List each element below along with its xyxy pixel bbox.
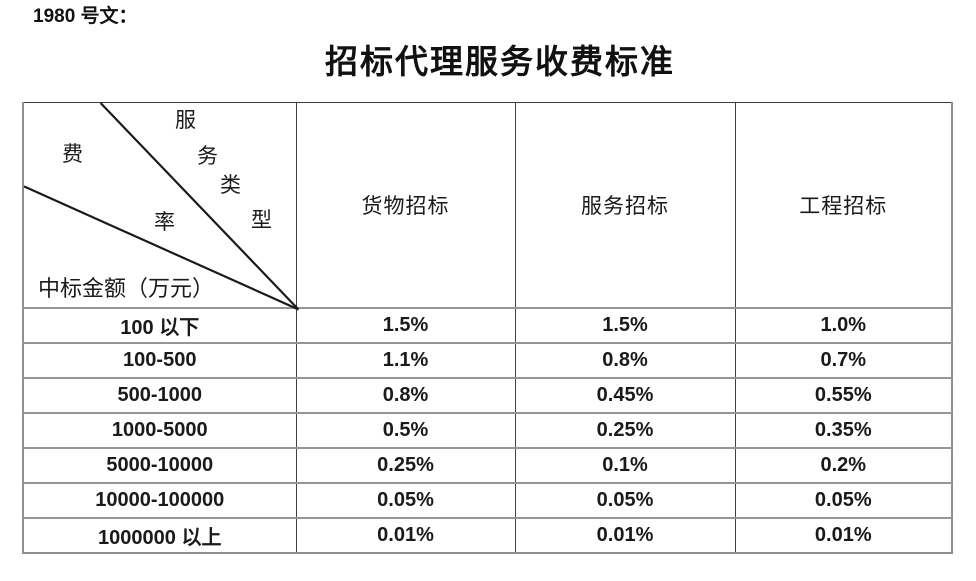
row-value: 0.8% xyxy=(514,341,736,379)
row-value: 0.8% xyxy=(295,376,516,414)
corner-fee-rate-char-1: 费 xyxy=(62,142,83,166)
row-value: 0.05% xyxy=(295,481,516,519)
row-value: 0.05% xyxy=(514,481,736,519)
table-row: 1000-5000 0.5% 0.25% 0.35% xyxy=(22,411,953,449)
row-value: 0.5% xyxy=(295,411,516,449)
row-range: 5000-10000 xyxy=(22,446,297,484)
row-value: 0.05% xyxy=(734,481,953,519)
row-value: 1.0% xyxy=(734,306,953,344)
corner-fee-rate-char-2: 率 xyxy=(154,210,175,234)
table-row: 1000000 以上 0.01% 0.01% 0.01% xyxy=(22,516,953,554)
row-value: 1.5% xyxy=(514,306,736,344)
row-value: 0.35% xyxy=(734,411,953,449)
column-header-goods-bidding: 货物招标 xyxy=(295,102,516,309)
row-value: 1.5% xyxy=(295,306,516,344)
column-header-service-bidding: 服务招标 xyxy=(514,102,736,309)
table-row: 10000-100000 0.05% 0.05% 0.05% xyxy=(22,481,953,519)
row-range: 500-1000 xyxy=(22,376,297,414)
row-value: 0.7% xyxy=(734,341,953,379)
table-row: 500-1000 0.8% 0.45% 0.55% xyxy=(22,376,953,414)
table-row: 100 以下 1.5% 1.5% 1.0% xyxy=(22,306,953,344)
row-value: 0.2% xyxy=(734,446,953,484)
diagonal-lines xyxy=(23,102,300,311)
fee-table: 服 务 类 型 费 率 中标金额（万元） 货物招标 服务招标 工程招标 100 … xyxy=(22,102,953,554)
row-value: 0.01% xyxy=(514,516,736,554)
row-range: 1000-5000 xyxy=(22,411,297,449)
corner-service-type-char-4: 型 xyxy=(251,208,272,232)
corner-service-type-char-2: 务 xyxy=(197,144,218,168)
corner-service-type-char-1: 服 xyxy=(175,108,196,132)
row-value: 0.45% xyxy=(514,376,736,414)
diagonal-line-lower xyxy=(23,185,299,311)
row-value: 0.55% xyxy=(734,376,953,414)
table-header-row: 服 务 类 型 费 率 中标金额（万元） 货物招标 服务招标 工程招标 xyxy=(22,102,953,311)
row-range: 100 以下 xyxy=(22,306,297,344)
corner-amount-label: 中标金额（万元） xyxy=(38,276,215,301)
doc-ref: 1980 号文： xyxy=(33,6,138,27)
table-corner-cell: 服 务 类 型 费 率 中标金额（万元） xyxy=(22,102,300,311)
row-value: 0.01% xyxy=(734,516,953,554)
column-header-works-bidding: 工程招标 xyxy=(734,102,953,309)
diagonal-line-upper xyxy=(99,102,300,311)
row-value: 0.01% xyxy=(295,516,516,554)
row-range: 10000-100000 xyxy=(22,481,297,519)
row-value: 0.25% xyxy=(295,446,516,484)
page-title: 招标代理服务收费标准 xyxy=(325,45,675,81)
table-row: 5000-10000 0.25% 0.1% 0.2% xyxy=(22,446,953,484)
row-range: 1000000 以上 xyxy=(22,516,297,554)
table-row: 100-500 1.1% 0.8% 0.7% xyxy=(22,341,953,379)
row-value: 0.1% xyxy=(514,446,736,484)
row-value: 0.25% xyxy=(514,411,736,449)
row-value: 1.1% xyxy=(295,341,516,379)
row-range: 100-500 xyxy=(22,341,297,379)
corner-service-type-char-3: 类 xyxy=(220,173,241,197)
